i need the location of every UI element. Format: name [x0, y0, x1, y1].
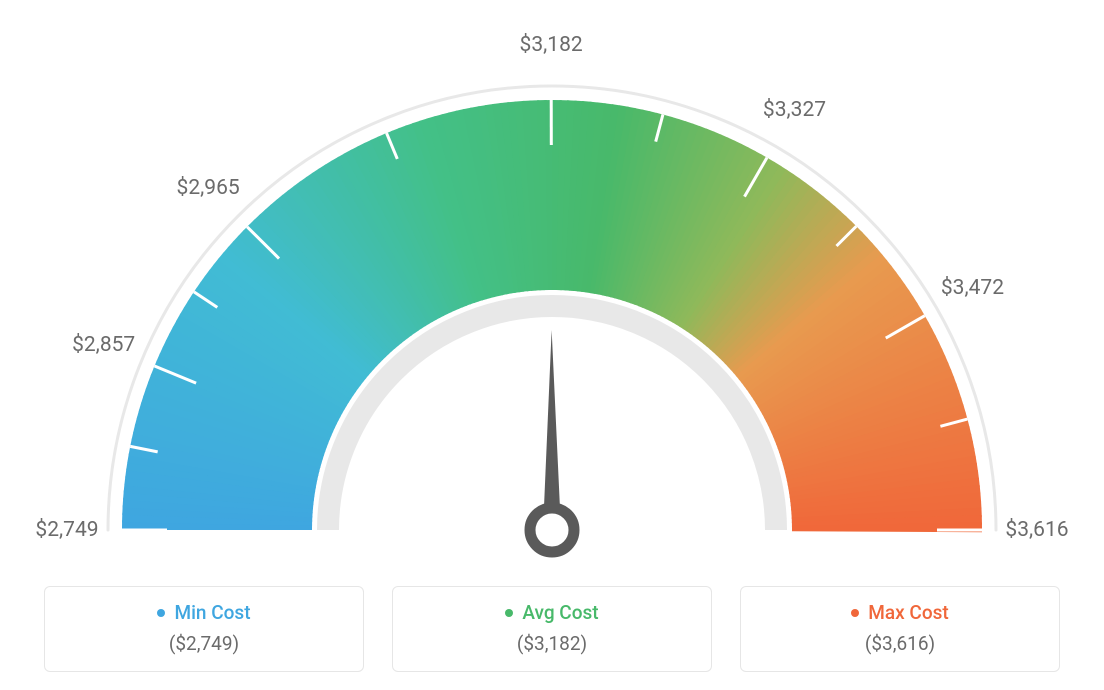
legend-title-max: Max Cost — [851, 601, 948, 624]
gauge-tick-label: $3,472 — [941, 276, 1004, 300]
legend-value-avg: ($3,182) — [393, 632, 711, 655]
legend-card-avg: Avg Cost ($3,182) — [392, 586, 712, 672]
gauge-svg — [0, 0, 1104, 560]
dot-icon — [505, 609, 513, 617]
gauge-tick-label: $2,749 — [35, 518, 98, 542]
gauge-tick-label: $3,182 — [520, 33, 583, 57]
legend-title-text: Max Cost — [868, 601, 948, 624]
legend-title-text: Avg Cost — [522, 601, 598, 624]
legend-row: Min Cost ($2,749) Avg Cost ($3,182) Max … — [0, 586, 1104, 672]
gauge-tick-label: $3,327 — [763, 98, 826, 122]
gauge-tick-label: $2,965 — [177, 176, 240, 200]
gauge-chart: $2,749 $2,857 $2,965 $3,182 $3,327 $3,472 $3,6… — [0, 0, 1104, 560]
legend-title-avg: Avg Cost — [505, 601, 598, 624]
legend-title-text: Min Cost — [174, 601, 250, 624]
gauge-tick-label: $3,616 — [1005, 518, 1068, 542]
legend-card-max: Max Cost ($3,616) — [740, 586, 1060, 672]
legend-card-min: Min Cost ($2,749) — [44, 586, 364, 672]
legend-value-min: ($2,749) — [45, 632, 363, 655]
legend-value-max: ($3,616) — [741, 632, 1059, 655]
dot-icon — [157, 609, 165, 617]
gauge-tick-label: $2,857 — [72, 333, 135, 357]
dot-icon — [851, 609, 859, 617]
legend-title-min: Min Cost — [157, 601, 250, 624]
